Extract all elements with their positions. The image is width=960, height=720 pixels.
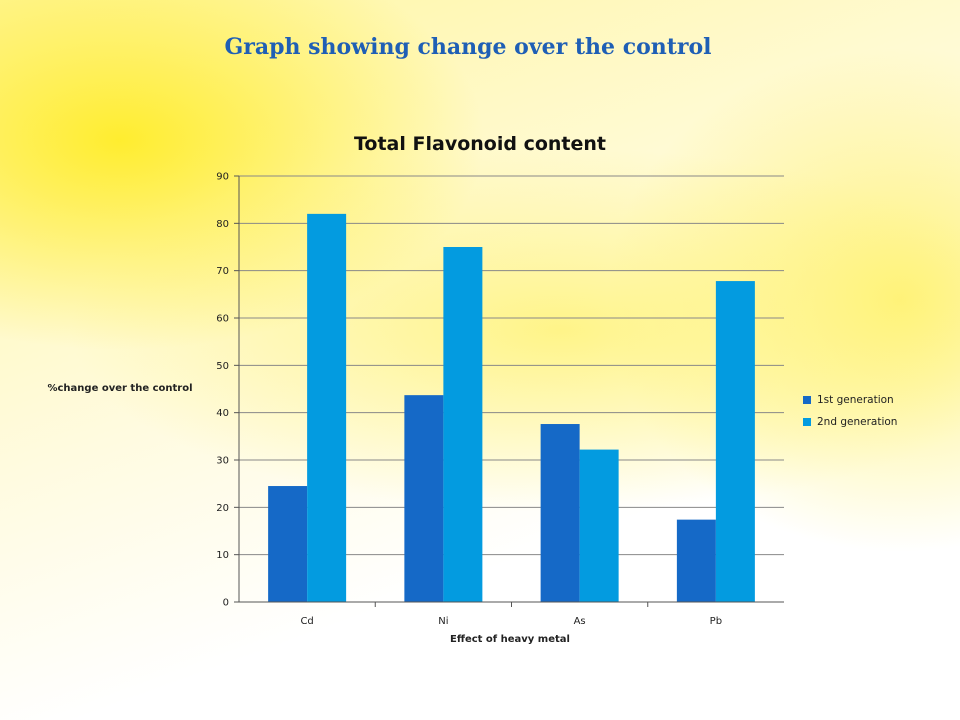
legend-label-series-2: 2nd generation bbox=[817, 416, 898, 428]
axes bbox=[238, 176, 784, 607]
y-tick-label: 80 bbox=[216, 219, 229, 230]
bar-2-pb bbox=[715, 281, 755, 602]
y-tick-labels: 0 10 20 30 40 50 60 70 80 90 bbox=[216, 172, 229, 609]
bar-1-cd bbox=[268, 486, 308, 602]
slide-title: Graph showing change over the control bbox=[224, 34, 712, 60]
legend-item-series-1: 1st generation bbox=[803, 394, 897, 406]
y-tick-label: 30 bbox=[216, 456, 229, 467]
bar-1-as bbox=[540, 424, 580, 602]
y-tick-label: 60 bbox=[216, 314, 229, 325]
legend-label-series-1: 1st generation bbox=[817, 394, 894, 406]
y-tick-label: 40 bbox=[216, 408, 229, 419]
y-tick-label: 10 bbox=[216, 550, 229, 561]
bar-2-ni bbox=[443, 247, 483, 602]
x-tick-label: Pb bbox=[710, 616, 722, 627]
x-tick-labels: Cd Ni As Pb bbox=[300, 616, 722, 627]
x-tick-label: Ni bbox=[438, 616, 448, 627]
bar-2-cd bbox=[307, 213, 347, 602]
y-axis-title: %change over the control bbox=[47, 383, 193, 394]
legend: 1st generation 2nd generation bbox=[803, 394, 897, 438]
bar-2-as bbox=[579, 449, 619, 602]
x-axis-title: Effect of heavy metal bbox=[450, 634, 570, 645]
y-tick-label: 50 bbox=[216, 361, 229, 372]
x-tick-label: Cd bbox=[300, 616, 313, 627]
legend-swatch-series-1 bbox=[803, 396, 811, 404]
bars bbox=[268, 213, 755, 602]
legend-item-series-2: 2nd generation bbox=[803, 416, 897, 428]
y-tick-label: 70 bbox=[216, 266, 229, 277]
bar-1-pb bbox=[676, 519, 716, 602]
bar-1-ni bbox=[404, 395, 444, 602]
legend-swatch-series-2 bbox=[803, 418, 811, 426]
y-tick-label: 0 bbox=[223, 598, 229, 609]
y-tick-label: 90 bbox=[216, 172, 229, 183]
x-tick-label: As bbox=[574, 616, 586, 627]
chart-title: Total Flavonoid content bbox=[353, 133, 606, 155]
y-tick-label: 20 bbox=[216, 503, 229, 514]
